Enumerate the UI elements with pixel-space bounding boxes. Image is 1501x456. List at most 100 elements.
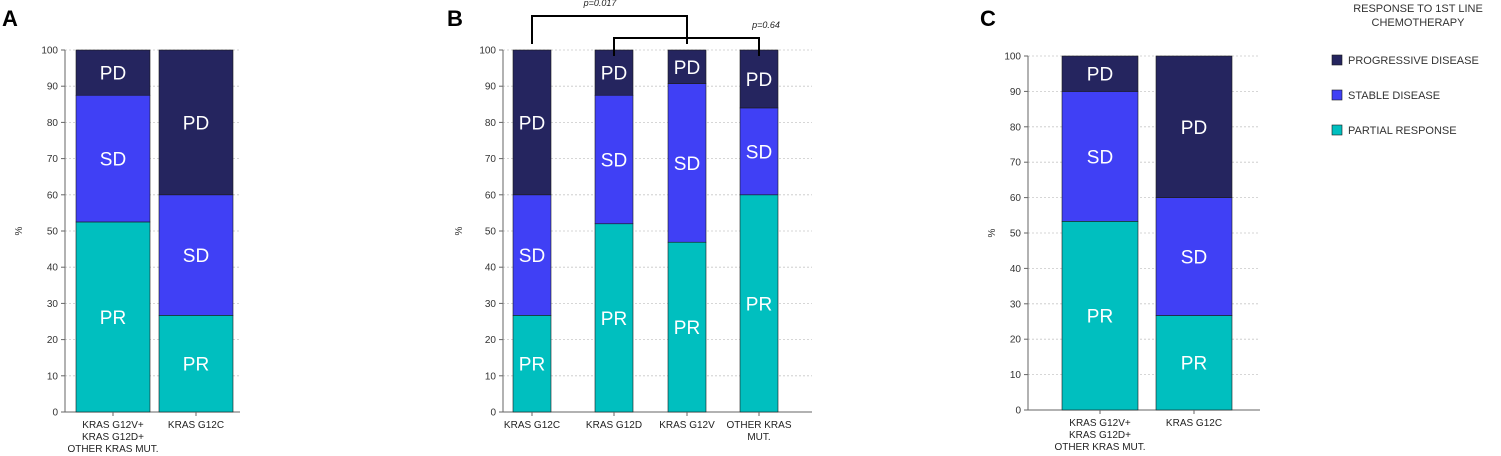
category-label: KRAS G12C: [1166, 418, 1222, 429]
y-axis-label: %: [987, 228, 998, 237]
significance-bracket: [531, 15, 688, 44]
panel-b: B% 0 10 20 30 40 50 60 70 80 90 100 PR SD PD KRAS G12C P…: [447, 0, 812, 443]
segment-label-sd: SD: [1087, 147, 1113, 168]
bar-segment-pr: [667, 241, 707, 413]
y-tick-label: 20: [47, 335, 59, 346]
legend-title: RESPONSE TO 1ST LINE: [1353, 3, 1483, 15]
legend-swatch-pr: [1331, 124, 1343, 136]
segment-label-pd: PD: [1181, 118, 1207, 139]
segment-label-pr: PR: [1087, 307, 1113, 328]
panel-letter: B: [447, 6, 463, 31]
legend: RESPONSE TO 1ST LINE CHEMOTHERAPY PROGRESS…: [1331, 3, 1483, 137]
segment-label-sd: SD: [100, 150, 126, 171]
segment-label-pd: PD: [746, 70, 772, 91]
legend-swatch-sd: [1331, 89, 1343, 101]
y-tick-label: 50: [47, 227, 59, 238]
bar-segment-pd: [512, 49, 552, 196]
y-tick-label: 90: [485, 82, 497, 93]
bar-segment-sd: [512, 194, 552, 316]
bar-segment-sd: [739, 107, 779, 196]
y-tick-label: 90: [1010, 87, 1022, 98]
segment-label-sd: SD: [519, 246, 545, 267]
y-tick-label: 80: [1010, 122, 1022, 133]
bar-segment-pd: [1061, 55, 1139, 92]
segment-label-pr: PR: [100, 308, 126, 329]
segment-label-pd: PD: [183, 113, 209, 134]
segment-label-pr: PR: [601, 309, 627, 330]
category-label: OTHER KRAS MUT.: [726, 420, 791, 443]
segment-label-sd: SD: [183, 246, 209, 267]
y-tick-label: 80: [485, 118, 497, 129]
y-tick-label: 10: [47, 371, 59, 382]
bar-segment-pr: [158, 315, 234, 413]
segment-label-pr: PR: [674, 318, 700, 339]
y-tick-label: 90: [47, 82, 59, 93]
category-label: KRAS G12C: [168, 420, 224, 431]
p-value-label: p=0.017: [583, 0, 618, 8]
segment-label-pr: PR: [746, 294, 772, 315]
significance-bracket: [613, 37, 760, 56]
y-tick-label: 70: [1010, 158, 1022, 169]
segment-label-pd: PD: [1087, 65, 1113, 86]
y-tick-label: 0: [490, 408, 496, 419]
bar-segment-pr: [594, 223, 634, 413]
y-tick-label: 10: [485, 371, 497, 382]
y-tick-label: 30: [485, 299, 497, 310]
bar-segment-pd: [1155, 55, 1233, 198]
segment-label-sd: SD: [1181, 248, 1207, 269]
y-tick-label: 80: [47, 118, 59, 129]
segment-label-sd: SD: [746, 142, 772, 163]
panel-c: C% 0 10 20 30 40 50 60 70 80 90 100 PR SD PD KRAS G12V+…: [980, 6, 1260, 453]
segment-label-pd: PD: [100, 64, 126, 85]
y-tick-label: 60: [47, 190, 59, 201]
segment-label-pr: PR: [183, 355, 209, 376]
bar-segment-pd: [158, 49, 234, 196]
y-tick-label: 20: [485, 335, 497, 346]
legend-label-pr: PARTIAL RESPONSE: [1348, 125, 1457, 137]
bar-segment-pd: [75, 49, 151, 96]
panel-letter: A: [2, 6, 18, 31]
y-tick-label: 30: [1010, 299, 1022, 310]
bar-segment-sd: [667, 83, 707, 243]
bar-segment-pr: [739, 194, 779, 413]
y-tick-label: 100: [479, 46, 496, 57]
bar-segment-pd: [594, 49, 634, 96]
bar-segment-pr: [512, 315, 552, 413]
category-label: KRAS G12V: [659, 420, 715, 431]
bar-segment-sd: [1061, 91, 1139, 222]
y-axis-label: %: [14, 226, 25, 235]
y-tick-label: 100: [1004, 52, 1021, 63]
bar-segment-pd: [667, 49, 707, 84]
y-tick-label: 40: [485, 263, 497, 274]
legend-title: CHEMOTHERAPY: [1372, 17, 1466, 29]
legend-swatch-pd: [1331, 54, 1343, 66]
bar-segment-pr: [1155, 315, 1233, 411]
segment-label-pr: PR: [1181, 354, 1207, 375]
bar-segment-sd: [158, 194, 234, 316]
category-label: KRAS G12V+ KRAS G12D+ OTHER KRAS MUT.: [67, 420, 158, 455]
bar-segment-sd: [1155, 197, 1233, 316]
panel-a: A% 0 10 20 30 40 50 60 70 80 90 100 PR SD PD KRAS G12V+…: [2, 6, 240, 455]
category-label: KRAS G12D: [586, 420, 642, 431]
category-label: KRAS G12V+ KRAS G12D+ OTHER KRAS MUT.: [1054, 418, 1145, 453]
y-tick-label: 100: [41, 46, 58, 57]
y-tick-label: 70: [485, 154, 497, 165]
segment-label-pd: PD: [601, 64, 627, 85]
y-tick-label: 0: [52, 408, 58, 419]
y-axis-label: %: [454, 226, 465, 235]
panel-letter: C: [980, 6, 996, 31]
bar-segment-sd: [594, 94, 634, 225]
y-tick-label: 60: [1010, 193, 1022, 204]
p-value-label: p=0.64: [751, 20, 780, 30]
y-tick-label: 40: [47, 263, 59, 274]
y-tick-label: 50: [1010, 229, 1022, 240]
y-tick-label: 20: [1010, 335, 1022, 346]
y-tick-label: 10: [1010, 370, 1022, 381]
segment-label-sd: SD: [601, 151, 627, 172]
legend-label-pd: PROGRESSIVE DISEASE: [1348, 55, 1479, 67]
category-label: KRAS G12C: [504, 420, 560, 431]
bar-segment-sd: [75, 94, 151, 223]
segment-label-pr: PR: [519, 355, 545, 376]
segment-label-pd: PD: [674, 58, 700, 79]
